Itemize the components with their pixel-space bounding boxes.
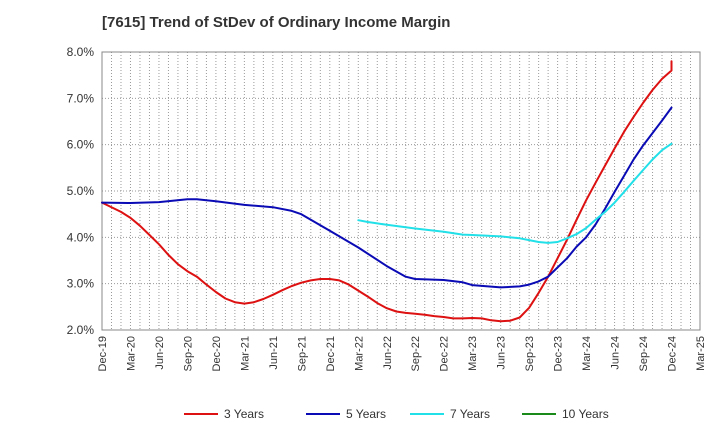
legend-label: 5 Years xyxy=(346,407,386,421)
x-tick-label: Sep-22 xyxy=(410,336,422,371)
x-tick-label: Jun-21 xyxy=(268,336,280,370)
legend-label: 7 Years xyxy=(450,407,490,421)
y-tick-label: 5.0% xyxy=(67,184,95,198)
y-tick-label: 7.0% xyxy=(67,91,95,105)
chart-title: [7615] Trend of StDev of Ordinary Income… xyxy=(102,14,451,31)
x-tick-label: Jun-23 xyxy=(496,336,508,370)
plot-area-frame xyxy=(101,51,701,331)
legend-label: 10 Years xyxy=(562,407,609,421)
x-tick-label: Dec-20 xyxy=(211,336,223,371)
x-tick-label: Sep-21 xyxy=(296,336,308,371)
x-tick-label: Jun-22 xyxy=(382,336,394,370)
x-tick-label: Sep-23 xyxy=(524,336,536,371)
x-tick-label: Mar-23 xyxy=(467,336,479,371)
legend-label: 3 Years xyxy=(224,407,264,421)
x-tick-label: Dec-21 xyxy=(325,336,337,371)
x-tick-label: Jun-24 xyxy=(610,336,622,370)
x-tick-label: Dec-19 xyxy=(97,336,109,371)
y-tick-label: 2.0% xyxy=(67,323,95,337)
x-tick-label: Dec-22 xyxy=(439,336,451,371)
x-tick-label: Mar-21 xyxy=(239,336,251,371)
x-tick-label: Sep-20 xyxy=(182,336,194,371)
y-tick-label: 3.0% xyxy=(67,277,95,291)
series-line-5-years xyxy=(101,106,673,289)
x-tick-label: Mar-20 xyxy=(125,336,137,371)
series-line-3-years xyxy=(101,60,673,323)
x-tick-label: Dec-23 xyxy=(553,336,565,371)
x-tick-label: Dec-24 xyxy=(667,336,679,371)
y-tick-label: 6.0% xyxy=(67,138,95,152)
x-tick-label: Jun-20 xyxy=(154,336,166,370)
series-line-7-years xyxy=(357,142,673,244)
x-tick-label: Mar-24 xyxy=(581,336,593,371)
x-tick-label: Mar-22 xyxy=(353,336,365,371)
y-tick-label: 8.0% xyxy=(67,45,95,59)
y-tick-label: 4.0% xyxy=(67,230,95,244)
x-tick-label: Mar-25 xyxy=(695,336,707,371)
x-tick-label: Sep-24 xyxy=(638,336,650,371)
